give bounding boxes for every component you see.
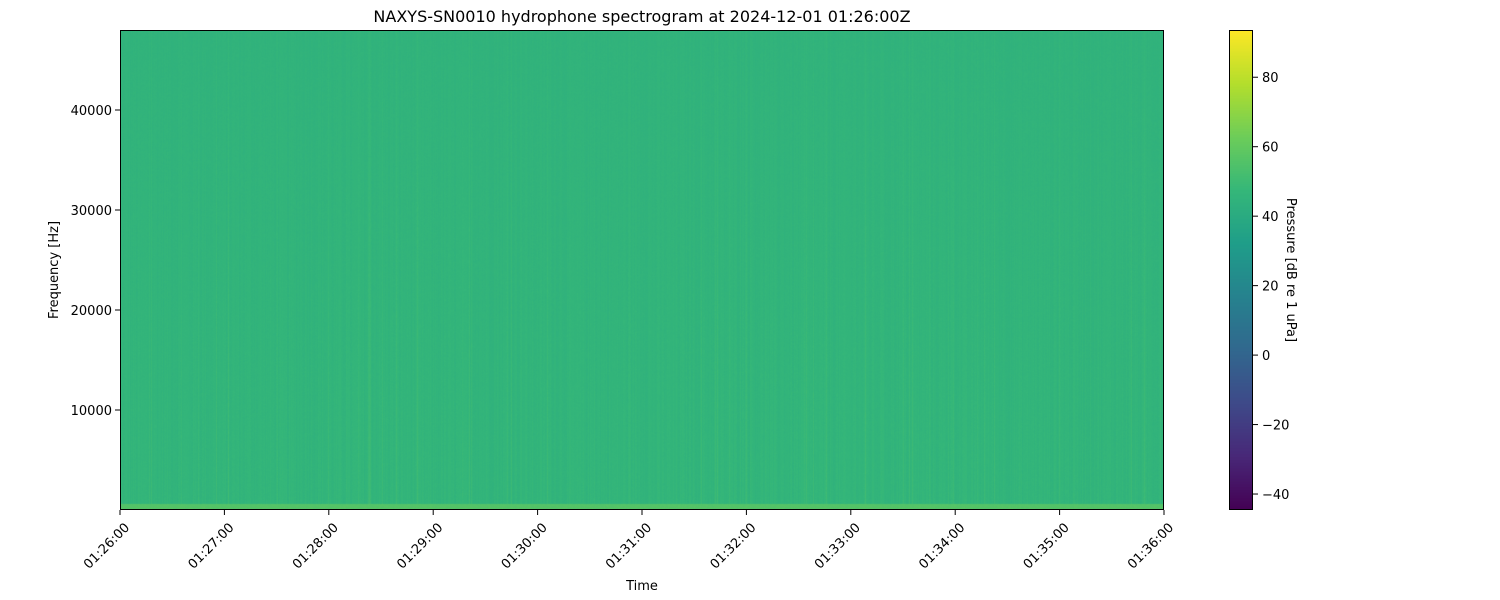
colorbar-tick-label: 20 [1262,280,1279,295]
x-tick-label: 01:36:00 [1125,520,1177,572]
y-tick-label: 20000 [71,304,112,319]
colorbar-label: Pressure [dB re 1 uPa] [1283,198,1298,342]
plot-frame [120,30,1164,510]
colorbar-tick-label: 0 [1262,349,1270,364]
x-tick-label: 01:31:00 [603,520,655,572]
colorbar-tick-label: 60 [1262,141,1279,156]
y-tick-label: 40000 [71,104,112,119]
y-tick-label: 10000 [71,404,112,419]
x-tick-label: 01:28:00 [290,520,342,572]
y-axis-label: Frequency [Hz] [47,221,62,319]
x-tick-label: 01:35:00 [1021,520,1073,572]
colorbar-frame [1229,30,1253,510]
x-tick-label: 01:32:00 [708,520,760,572]
x-tick-label: 01:34:00 [916,520,968,572]
x-tick-label: 01:27:00 [186,520,238,572]
y-tick-label: 30000 [71,204,112,219]
spectrogram-heatmap [120,30,1164,510]
x-axis-label: Time [625,579,658,594]
colorbar-tick-label: −40 [1262,488,1289,503]
x-tick-label: 01:26:00 [81,520,133,572]
colorbar-gradient [1229,30,1253,510]
x-tick-label: 01:29:00 [394,520,446,572]
x-tick-label: 01:30:00 [499,520,551,572]
x-tick-label: 01:33:00 [812,520,864,572]
colorbar-tick-label: 40 [1262,210,1279,225]
colorbar-tick-label: −20 [1262,419,1289,434]
chart-title: NAXYS-SN0010 hydrophone spectrogram at 2… [373,7,910,26]
colorbar-tick-label: 80 [1262,71,1279,86]
